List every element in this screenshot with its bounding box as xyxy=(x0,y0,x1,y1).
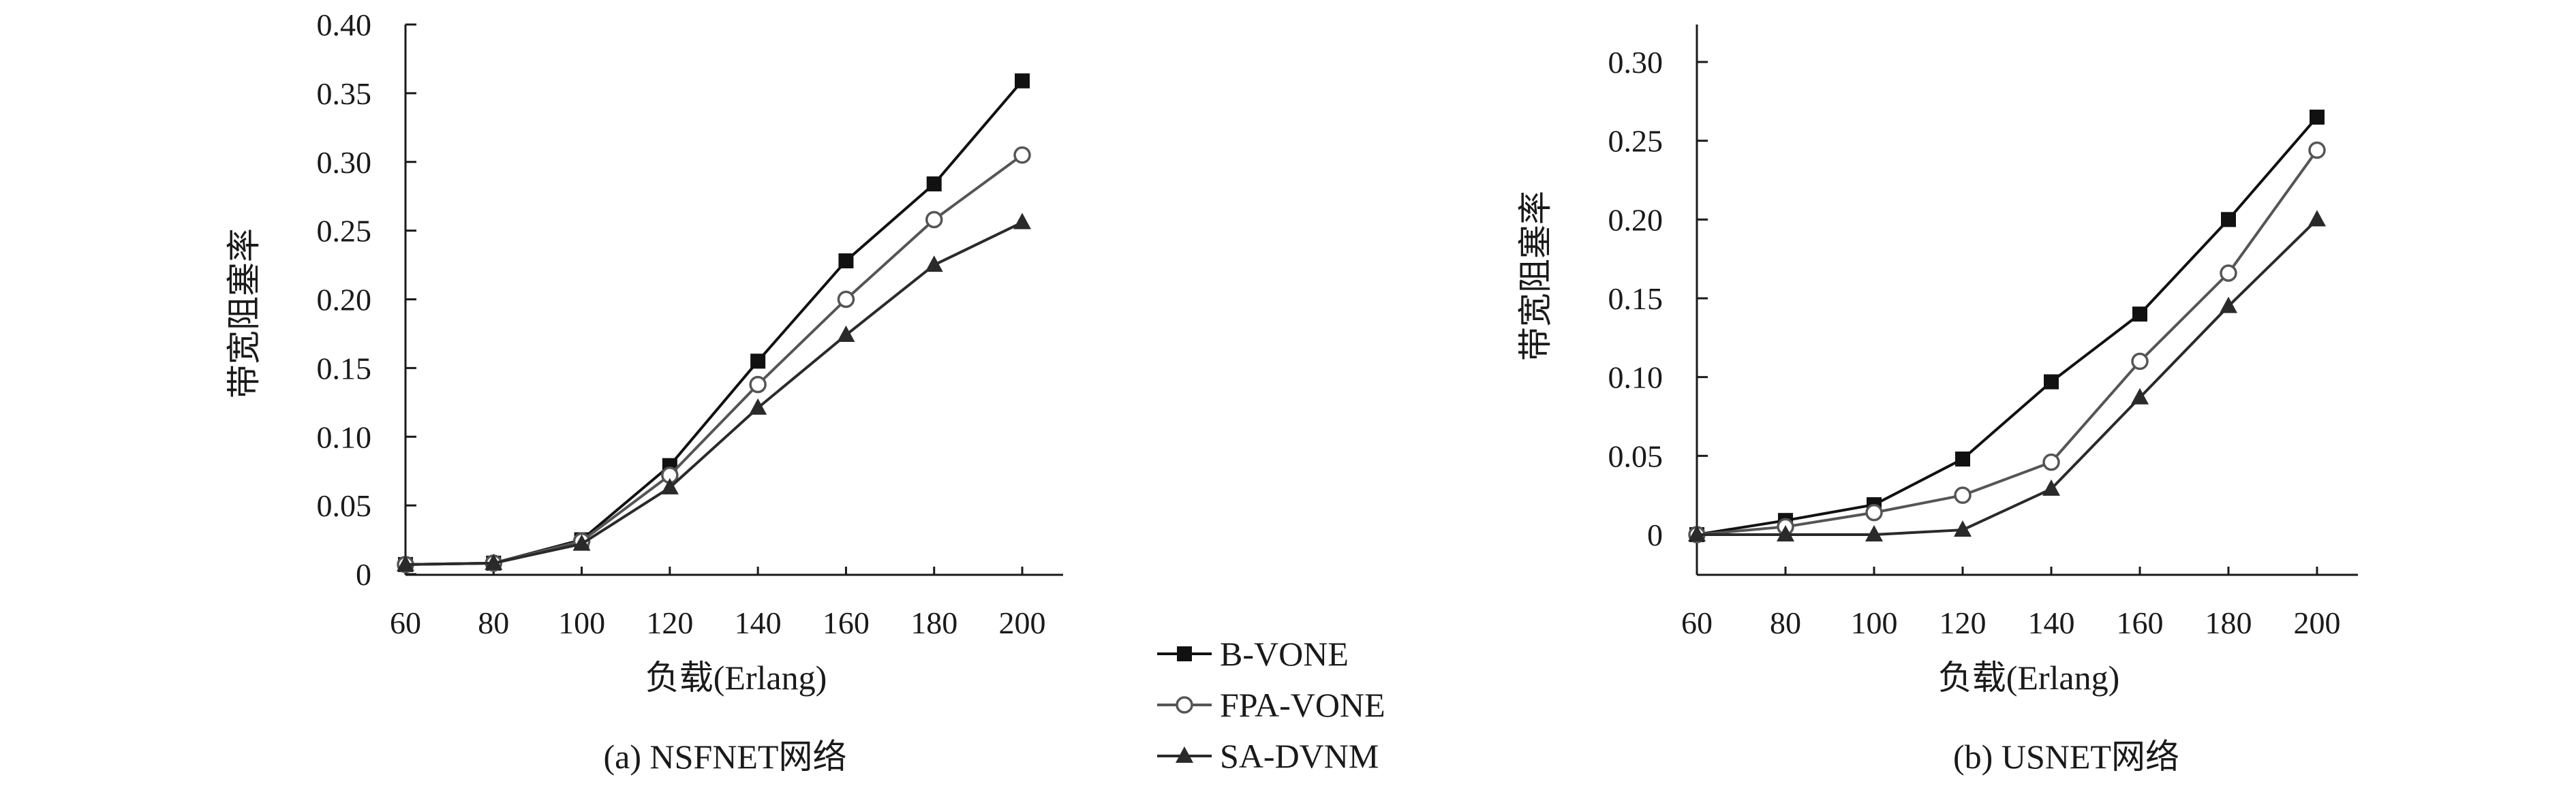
y-tick-label-usnet: 0 xyxy=(1647,518,1663,552)
point-b-vone-usnet xyxy=(2310,109,2325,125)
x-tick-label-nsfnet: 140 xyxy=(735,605,782,640)
point-fpa-vone-nsfnet xyxy=(925,210,943,229)
y-tick-label-usnet: 0.30 xyxy=(1608,45,1663,80)
legend-marker-fpa-vone xyxy=(1176,696,1193,714)
x-tick-label-usnet: 100 xyxy=(1851,605,1898,640)
point-sa-dvnm-usnet xyxy=(2220,296,2237,313)
point-fpa-vone-nsfnet xyxy=(837,290,855,309)
point-fpa-vone-usnet xyxy=(2220,264,2237,282)
series-line-sa-dvnm-nsfnet xyxy=(405,221,1023,566)
y-tick-label-nsfnet: 0.15 xyxy=(317,351,372,385)
point-sa-dvnm-usnet xyxy=(2308,210,2326,227)
y-tick-label-usnet: 0.05 xyxy=(1608,439,1663,473)
point-fpa-vone-usnet xyxy=(2131,352,2149,371)
point-sa-dvnm-nsfnet xyxy=(660,477,679,494)
legend-marker-sa-dvnm xyxy=(1176,746,1193,763)
point-sa-dvnm-usnet xyxy=(1777,525,1794,541)
x-tick-label-usnet: 80 xyxy=(1770,605,1801,640)
point-sa-dvnm-usnet xyxy=(2131,388,2149,405)
series-line-fpa-vone-usnet xyxy=(1696,149,2318,536)
legend-marker-b-vone xyxy=(1177,646,1192,661)
x-tick-label-usnet: 120 xyxy=(1939,605,1987,640)
point-sa-dvnm-usnet xyxy=(1954,520,1972,537)
series-line-sa-dvnm-usnet xyxy=(1697,218,2318,536)
point-sa-dvnm-nsfnet xyxy=(397,554,414,571)
y-tick-label-nsfnet: 0 xyxy=(356,557,371,592)
chart-nsfnet: (a) NSFNET网络 0 0.05 0.10 0.15 0.20 0.25 0.30 0.… xyxy=(225,7,1063,776)
legend-label-fpa-vone: FPA-VONE xyxy=(1220,686,1385,724)
y-tick-label-usnet: 0.20 xyxy=(1608,202,1663,237)
point-b-vone-usnet xyxy=(2132,306,2147,322)
legend-label-b-vone: B-VONE xyxy=(1220,635,1349,673)
point-b-vone-nsfnet xyxy=(750,353,766,369)
chart-usnet: (b) USNET网络 0 0.05 0.10 0.15 0.20 0.25 0.30 60 8… xyxy=(1516,25,2358,776)
y-axis-title-nsfnet: 带宽阻塞率 xyxy=(225,228,263,398)
point-b-vone-usnet xyxy=(1955,451,1970,467)
point-fpa-vone-usnet xyxy=(2042,453,2060,471)
x-tick-label-nsfnet: 60 xyxy=(390,605,421,640)
point-sa-dvnm-usnet xyxy=(2042,479,2060,496)
point-fpa-vone-nsfnet xyxy=(1013,146,1031,164)
x-axis-title-usnet: 负载(Erlang) xyxy=(1938,659,2120,697)
point-b-vone-usnet xyxy=(2221,212,2236,227)
point-fpa-vone-nsfnet xyxy=(749,375,767,394)
point-b-vone-usnet xyxy=(2044,374,2059,390)
series-line-b-vone-nsfnet xyxy=(405,80,1024,566)
y-tick-label-nsfnet: 0.05 xyxy=(317,488,372,523)
point-b-vone-nsfnet xyxy=(838,253,854,269)
y-tick-label-nsfnet: 0.20 xyxy=(317,283,372,317)
x-tick-label-nsfnet: 100 xyxy=(558,605,605,640)
x-tick-label-usnet: 180 xyxy=(2205,605,2252,640)
legend: B-VONE FPA-VONE SA-DVNM xyxy=(1157,635,1385,775)
point-b-vone-nsfnet xyxy=(1015,73,1030,89)
point-fpa-vone-usnet xyxy=(1865,503,1883,522)
caption-nsfnet: (a) NSFNET网络 xyxy=(604,738,847,776)
y-tick-label-nsfnet: 0.35 xyxy=(317,76,372,111)
point-sa-dvnm-nsfnet xyxy=(837,325,855,342)
y-tick-label-nsfnet: 0.30 xyxy=(317,145,372,180)
y-tick-label-usnet: 0.15 xyxy=(1608,281,1663,316)
point-fpa-vone-usnet xyxy=(1954,486,1972,504)
y-axis-title-usnet: 带宽阻塞率 xyxy=(1516,191,1554,361)
point-sa-dvnm-nsfnet xyxy=(572,534,591,551)
x-tick-label-usnet: 200 xyxy=(2294,605,2341,640)
series-line-b-vone-usnet xyxy=(1696,116,2318,536)
x-tick-label-nsfnet: 120 xyxy=(646,605,693,640)
x-tick-label-nsfnet: 160 xyxy=(823,605,870,640)
x-tick-label-usnet: 140 xyxy=(2028,605,2075,640)
x-tick-label-usnet: 60 xyxy=(1681,605,1713,640)
x-tick-label-nsfnet: 180 xyxy=(910,605,957,640)
y-tick-label-nsfnet: 0.10 xyxy=(317,420,372,454)
point-sa-dvnm-usnet xyxy=(1865,525,1883,541)
y-tick-label-usnet: 0.25 xyxy=(1608,124,1663,159)
caption-usnet: (b) USNET网络 xyxy=(1953,738,2179,776)
point-sa-dvnm-nsfnet xyxy=(1013,212,1031,230)
x-tick-label-usnet: 160 xyxy=(2117,605,2164,640)
x-tick-label-nsfnet: 200 xyxy=(999,605,1046,640)
y-tick-label-nsfnet: 0.40 xyxy=(317,7,372,42)
point-sa-dvnm-nsfnet xyxy=(749,398,767,415)
legend-label-sa-dvnm: SA-DVNM xyxy=(1220,737,1379,775)
point-sa-dvnm-nsfnet xyxy=(925,255,943,272)
point-sa-dvnm-usnet xyxy=(1688,525,1706,541)
point-fpa-vone-usnet xyxy=(2308,141,2326,159)
x-axis-title-nsfnet: 负载(Erlang) xyxy=(645,659,827,697)
point-b-vone-nsfnet xyxy=(926,176,942,192)
y-tick-label-nsfnet: 0.25 xyxy=(317,214,372,249)
x-tick-label-nsfnet: 80 xyxy=(478,605,509,640)
point-sa-dvnm-nsfnet xyxy=(485,553,503,570)
y-tick-label-usnet: 0.10 xyxy=(1608,360,1663,395)
